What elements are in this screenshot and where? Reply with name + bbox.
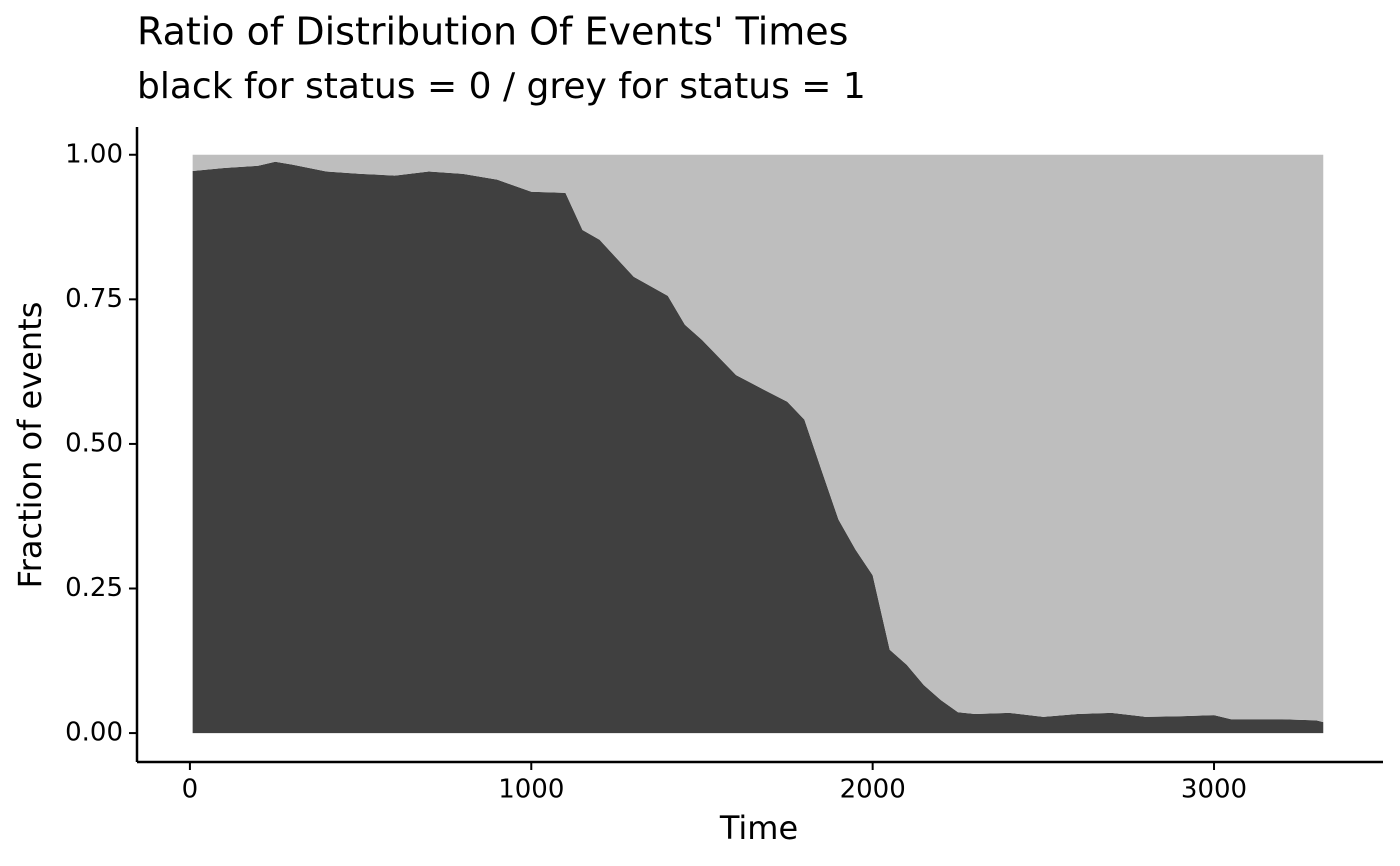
chart-subtitle: black for status = 0 / grey for status =… (137, 66, 866, 107)
y-tick-label: 0.75 (65, 284, 123, 314)
y-axis-title: Fraction of events (11, 302, 49, 589)
x-tick-label: 2000 (840, 775, 906, 805)
x-tick-label: 3000 (1181, 775, 1247, 805)
y-tick-label: 0.25 (65, 573, 123, 603)
x-tick-label: 1000 (498, 775, 564, 805)
chart-title: Ratio of Distribution Of Events' Times (137, 10, 848, 54)
x-axis-title: Time (719, 809, 798, 847)
area (192, 161, 1324, 734)
y-tick-label: 1.00 (65, 139, 123, 169)
y-tick-label: 0.50 (65, 428, 123, 458)
y-tick-label: 0.00 (65, 718, 123, 748)
x-tick-label: 0 (182, 775, 199, 805)
area (192, 154, 1324, 723)
